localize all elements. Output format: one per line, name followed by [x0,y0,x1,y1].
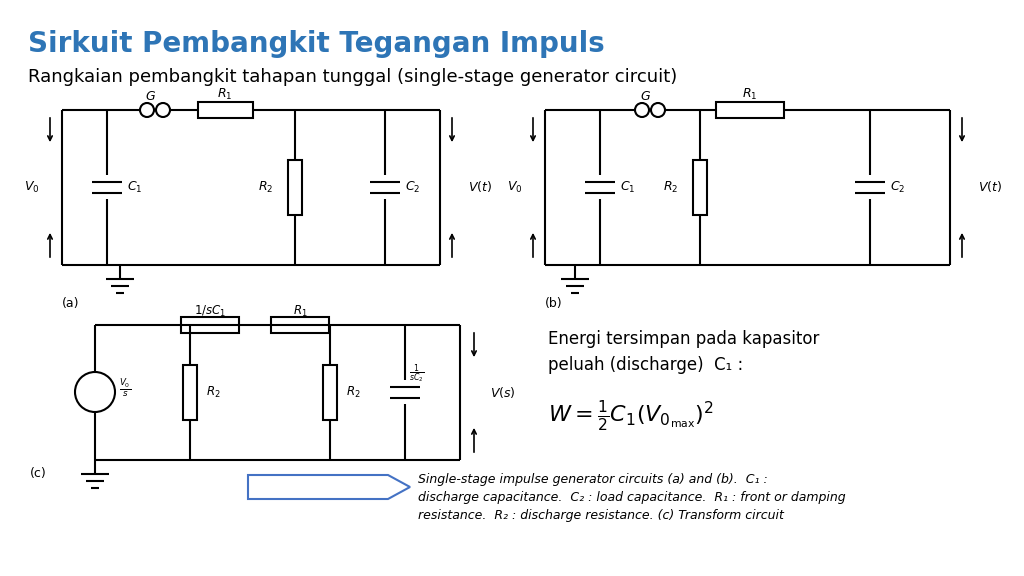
Bar [716,102,784,118]
Text: Energi tersimpan pada kapasitor: Energi tersimpan pada kapasitor [548,330,819,348]
Text: $V(t)$: $V(t)$ [978,180,1002,195]
Text: $R_2$: $R_2$ [258,180,273,195]
Text: $C_1$: $C_1$ [127,180,142,195]
Text: $W = \frac{1}{2}C_1(V_{0_{\mathrm{max}}})^2$: $W = \frac{1}{2}C_1(V_{0_{\mathrm{max}}}… [548,398,714,433]
Bar [693,160,707,214]
Text: $C_2$: $C_2$ [406,180,420,195]
Text: $R_2$: $R_2$ [346,384,360,400]
Text: $R_2$: $R_2$ [663,180,678,195]
Bar [271,317,329,333]
Text: resistance.  R₂ : discharge resistance. (c) Transform circuit: resistance. R₂ : discharge resistance. (… [418,509,784,522]
Text: discharge capacitance.  C₂ : load capacitance.  R₁ : front or damping: discharge capacitance. C₂ : load capacit… [418,491,846,504]
Bar [288,160,302,214]
Text: (b): (b) [545,297,562,309]
Text: $R_1$: $R_1$ [217,86,232,101]
Text: $V(t)$: $V(t)$ [468,180,493,195]
Text: G: G [640,89,650,103]
Text: $R_2$: $R_2$ [206,384,220,400]
Bar [323,365,337,419]
Bar [183,365,197,419]
Bar [181,317,239,333]
Text: (c): (c) [30,468,47,480]
Text: $1/sC_1$: $1/sC_1$ [194,304,226,319]
Text: Rangkaian pembangkit tahapan tunggal (single-stage generator circuit): Rangkaian pembangkit tahapan tunggal (si… [28,68,677,86]
Text: peluah (discharge)  C₁ :: peluah (discharge) C₁ : [548,356,743,374]
Text: $R_1$: $R_1$ [293,304,307,319]
Text: $V_0$: $V_0$ [507,180,523,195]
Bar [198,102,253,118]
Text: Single-stage impulse generator circuits (a) and (b).  C₁ :: Single-stage impulse generator circuits … [418,473,768,486]
Text: $R_1$: $R_1$ [742,86,758,101]
Text: G: G [145,89,155,103]
Text: $\frac{V_0}{s}$: $\frac{V_0}{s}$ [119,377,131,399]
Text: $V_0$: $V_0$ [25,180,40,195]
Text: (a): (a) [62,297,80,309]
Text: $C_1$: $C_1$ [620,180,636,195]
Text: $\frac{1}{sC_2}$: $\frac{1}{sC_2}$ [409,363,424,385]
Text: $V(s)$: $V(s)$ [490,385,516,400]
Text: $C_2$: $C_2$ [890,180,905,195]
Text: Sirkuit Pembangkit Tegangan Impuls: Sirkuit Pembangkit Tegangan Impuls [28,30,605,58]
